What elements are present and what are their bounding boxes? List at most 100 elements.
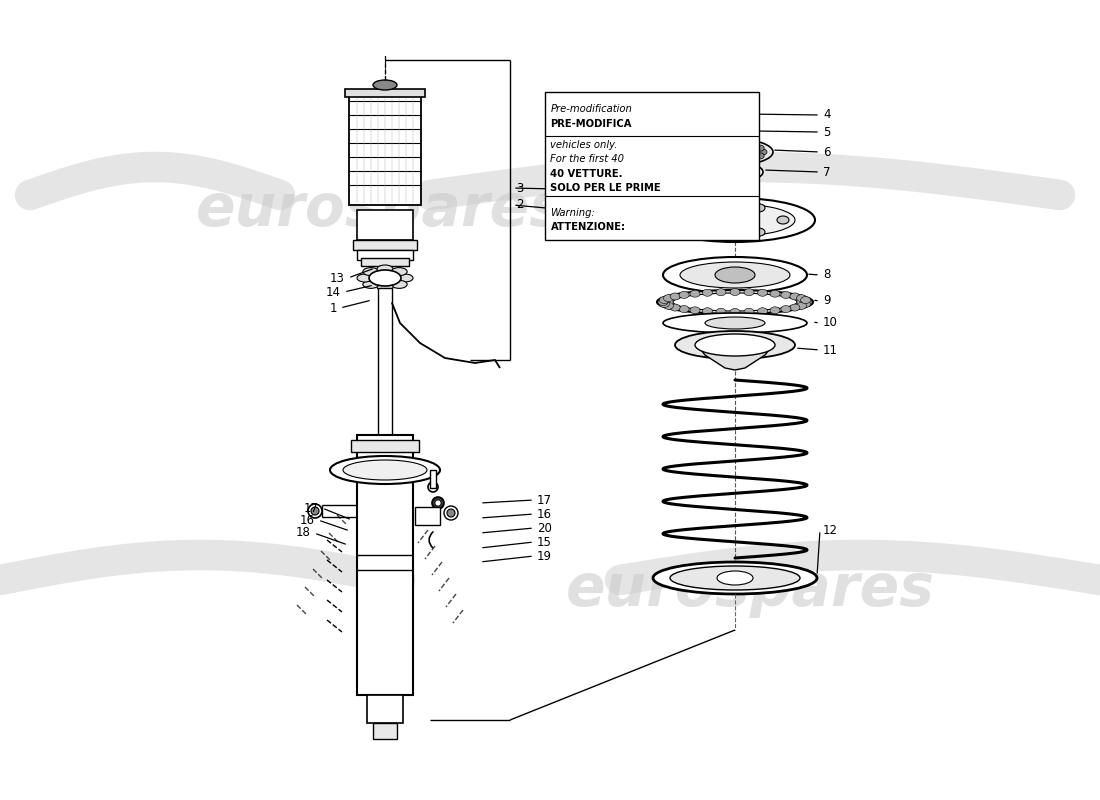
Text: 2: 2	[516, 198, 524, 211]
Bar	[373, 723, 397, 739]
Text: 6: 6	[823, 146, 830, 158]
Ellipse shape	[737, 140, 745, 146]
Ellipse shape	[717, 212, 754, 228]
Ellipse shape	[781, 291, 791, 298]
Ellipse shape	[707, 162, 763, 182]
Ellipse shape	[447, 509, 455, 517]
Text: 5: 5	[823, 126, 830, 138]
Bar	[544, 92, 759, 240]
Ellipse shape	[658, 298, 668, 306]
Ellipse shape	[330, 456, 440, 484]
Text: Pre-modification: Pre-modification	[550, 104, 632, 114]
Ellipse shape	[690, 307, 700, 314]
Bar	[378, 288, 392, 445]
Ellipse shape	[725, 109, 745, 121]
Text: 12: 12	[823, 523, 838, 537]
Text: 4: 4	[823, 109, 830, 122]
Ellipse shape	[690, 290, 700, 297]
Ellipse shape	[801, 301, 811, 307]
Ellipse shape	[444, 506, 458, 520]
Ellipse shape	[308, 504, 322, 518]
Ellipse shape	[670, 293, 680, 300]
Ellipse shape	[705, 317, 764, 329]
Ellipse shape	[781, 306, 791, 313]
Ellipse shape	[725, 167, 745, 177]
Ellipse shape	[368, 270, 402, 286]
Text: 15: 15	[537, 535, 552, 549]
Ellipse shape	[729, 184, 741, 192]
Polygon shape	[697, 345, 773, 370]
Ellipse shape	[777, 216, 789, 224]
Ellipse shape	[715, 124, 755, 140]
Text: 14: 14	[326, 286, 341, 298]
Ellipse shape	[727, 210, 742, 220]
Ellipse shape	[663, 313, 807, 333]
Text: For the first 40: For the first 40	[550, 154, 625, 164]
Bar	[353, 240, 417, 250]
Ellipse shape	[744, 308, 754, 315]
Ellipse shape	[705, 204, 717, 212]
Ellipse shape	[796, 302, 806, 310]
Ellipse shape	[673, 293, 797, 311]
Ellipse shape	[727, 128, 742, 136]
Text: eurospares: eurospares	[196, 182, 564, 238]
Ellipse shape	[796, 294, 806, 302]
Text: 1: 1	[330, 302, 337, 314]
Ellipse shape	[720, 188, 749, 202]
Ellipse shape	[714, 156, 722, 162]
Ellipse shape	[703, 149, 711, 155]
Ellipse shape	[725, 140, 733, 146]
Text: Warning:: Warning:	[550, 208, 595, 218]
Text: 19: 19	[537, 550, 552, 562]
Text: eurospares: eurospares	[565, 562, 935, 618]
Text: 16: 16	[537, 507, 552, 521]
Ellipse shape	[428, 482, 438, 492]
Text: PRE-MODIFICA: PRE-MODIFICA	[550, 118, 632, 129]
Ellipse shape	[717, 571, 754, 585]
Ellipse shape	[373, 80, 397, 90]
Ellipse shape	[363, 268, 378, 276]
Text: SOLO PER LE PRIME: SOLO PER LE PRIME	[550, 182, 661, 193]
Ellipse shape	[681, 216, 693, 224]
Ellipse shape	[663, 257, 807, 293]
Text: 16: 16	[300, 514, 315, 526]
Text: 9: 9	[823, 294, 830, 307]
Ellipse shape	[363, 280, 378, 288]
Ellipse shape	[802, 298, 812, 306]
Ellipse shape	[730, 289, 740, 295]
Ellipse shape	[392, 280, 407, 288]
Ellipse shape	[679, 306, 689, 313]
Ellipse shape	[695, 334, 776, 356]
Ellipse shape	[770, 307, 780, 314]
Ellipse shape	[358, 274, 373, 282]
Ellipse shape	[754, 228, 764, 236]
Ellipse shape	[670, 304, 680, 311]
Ellipse shape	[790, 293, 800, 300]
Text: 11: 11	[823, 343, 838, 357]
Text: 40 VETTURE.: 40 VETTURE.	[550, 170, 623, 179]
Ellipse shape	[659, 297, 670, 303]
Bar	[349, 95, 421, 205]
Ellipse shape	[663, 302, 673, 310]
Ellipse shape	[748, 156, 757, 162]
Ellipse shape	[703, 290, 713, 296]
Ellipse shape	[737, 158, 745, 164]
Ellipse shape	[434, 500, 441, 506]
Ellipse shape	[675, 204, 795, 236]
Ellipse shape	[697, 139, 773, 165]
Ellipse shape	[716, 308, 726, 315]
Text: 17: 17	[304, 502, 319, 514]
Ellipse shape	[754, 204, 764, 212]
Ellipse shape	[758, 308, 768, 314]
Ellipse shape	[716, 289, 726, 296]
Bar	[358, 210, 412, 240]
Ellipse shape	[790, 304, 800, 311]
Bar	[358, 250, 412, 260]
Text: ATTENZIONE:: ATTENZIONE:	[550, 222, 626, 232]
Ellipse shape	[748, 142, 757, 148]
Bar	[430, 470, 436, 488]
Ellipse shape	[770, 290, 780, 297]
Bar	[367, 695, 403, 723]
Ellipse shape	[720, 146, 749, 158]
Ellipse shape	[670, 566, 800, 590]
